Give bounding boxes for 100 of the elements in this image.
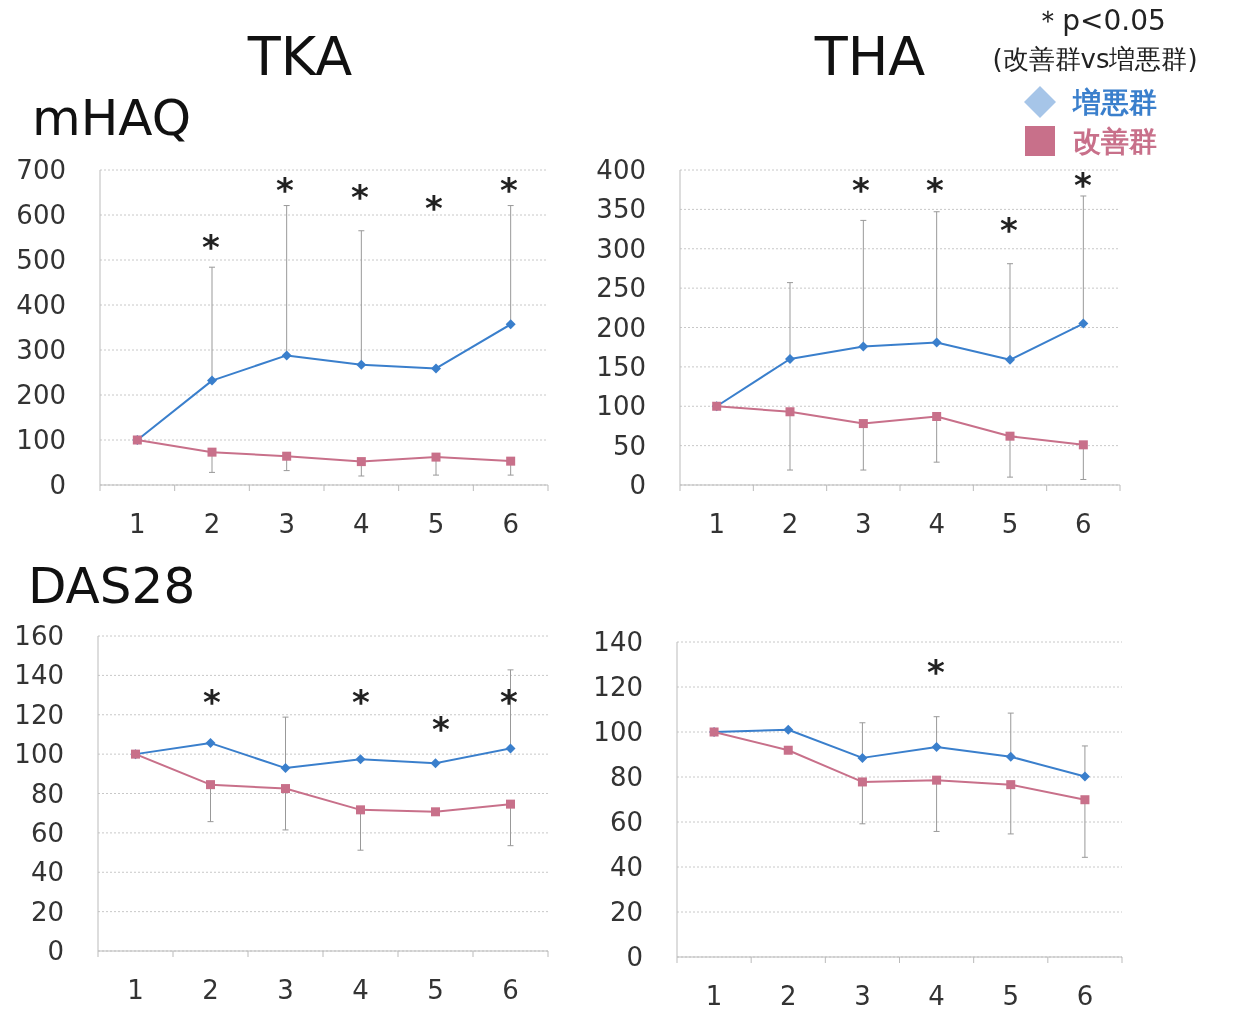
- x-tick-label: 6: [502, 975, 519, 1005]
- y-tick-label: 140: [14, 660, 64, 691]
- x-tick-label: 6: [1075, 509, 1092, 539]
- x-tick-label: 6: [1076, 981, 1094, 1009]
- x-tick-label: 4: [928, 981, 945, 1009]
- point: [206, 780, 215, 790]
- point: [858, 419, 868, 429]
- point: [785, 407, 795, 417]
- point: [931, 337, 942, 348]
- y-tick-label: 200: [596, 312, 646, 343]
- x-tick-label: 3: [277, 975, 294, 1005]
- x-tick-label: 2: [202, 975, 219, 1005]
- point: [932, 775, 942, 785]
- y-tick-label: 0: [626, 942, 643, 972]
- x-tick-label: 2: [203, 509, 221, 539]
- y-tick-label: 100: [14, 739, 64, 770]
- annotation: *: [926, 170, 945, 210]
- point: [857, 777, 867, 787]
- annotation: *: [425, 188, 444, 228]
- y-tick-label: 0: [629, 470, 646, 500]
- x-tick-label: 1: [127, 975, 144, 1005]
- y-tick-label: 120: [14, 699, 64, 730]
- annotation: *: [1000, 210, 1019, 250]
- point: [1005, 751, 1016, 762]
- y-tick-label: 600: [16, 200, 66, 230]
- point: [431, 807, 440, 817]
- legend-label: 改善群: [1073, 125, 1157, 158]
- annotation: *: [500, 682, 519, 722]
- y-tick-label: 350: [596, 194, 646, 225]
- y-tick-label: 140: [593, 627, 643, 657]
- y-tick-label: 100: [16, 425, 66, 455]
- x-tick-label: 1: [708, 509, 725, 539]
- point: [431, 363, 441, 374]
- x-tick-label: 5: [427, 975, 444, 1005]
- point: [1079, 771, 1090, 782]
- x-tick-label: 5: [1002, 981, 1020, 1009]
- point: [505, 319, 516, 330]
- y-tick-label: 40: [30, 857, 64, 888]
- x-tick-label: 4: [352, 975, 369, 1005]
- y-tick-label: 500: [16, 245, 66, 275]
- point: [783, 724, 794, 735]
- point: [356, 457, 366, 467]
- y-tick-label: 80: [30, 778, 64, 809]
- point: [1005, 354, 1015, 365]
- y-tick-label: 60: [609, 807, 643, 837]
- annotation: *: [927, 652, 946, 692]
- y-tick-label: 120: [593, 672, 643, 702]
- text: ＊p<0.05: [1034, 4, 1166, 37]
- y-tick-label: 100: [596, 391, 646, 422]
- point: [356, 359, 367, 370]
- x-tick-label: 2: [779, 981, 797, 1009]
- point: [505, 743, 516, 754]
- x-tick-label: 5: [1001, 509, 1019, 539]
- text: (改善群vs増悪群): [992, 44, 1198, 74]
- annotation: *: [203, 682, 222, 722]
- point: [932, 411, 942, 421]
- point: [1078, 318, 1089, 329]
- point: [931, 742, 942, 753]
- x-tick-label: 2: [781, 509, 799, 539]
- point: [857, 752, 868, 763]
- annotation: *: [351, 177, 370, 217]
- point: [506, 799, 515, 809]
- annotation: *: [852, 170, 871, 210]
- point: [205, 738, 216, 749]
- x-tick-label: 3: [278, 509, 295, 539]
- point: [282, 451, 292, 461]
- y-tick-label: 0: [47, 936, 64, 966]
- annotation: *: [432, 709, 451, 749]
- y-tick-label: 40: [609, 852, 643, 882]
- x-tick-label: 4: [928, 509, 945, 539]
- y-tick-label: 200: [16, 380, 66, 410]
- x-tick-label: 5: [427, 509, 445, 539]
- point: [783, 745, 793, 755]
- y-tick-label: 300: [16, 335, 66, 365]
- point: [1080, 795, 1090, 805]
- point: [280, 763, 291, 774]
- y-tick-label: 250: [596, 273, 646, 304]
- point: [207, 375, 217, 386]
- point: [858, 341, 869, 352]
- point: [785, 354, 795, 364]
- annotation: *: [276, 170, 295, 210]
- point: [281, 784, 290, 794]
- y-tick-label: 100: [593, 717, 643, 747]
- y-axis-title: DAS28: [28, 557, 196, 615]
- y-tick-label: 150: [596, 351, 646, 382]
- point: [1005, 431, 1015, 441]
- point: [207, 447, 217, 457]
- y-tick-label: 400: [16, 290, 66, 320]
- y-tick-label: 20: [609, 897, 643, 927]
- point: [430, 758, 441, 769]
- point: [356, 805, 365, 815]
- x-tick-label: 3: [855, 509, 872, 539]
- point: [1078, 440, 1088, 450]
- x-tick-label: 1: [129, 509, 146, 539]
- y-tick-label: 700: [16, 155, 66, 185]
- y-tick-label: 50: [612, 430, 646, 461]
- y-tick-label: 300: [596, 233, 646, 264]
- x-tick-label: 6: [502, 509, 519, 539]
- annotation: *: [500, 170, 519, 210]
- y-axis-title: mHAQ: [32, 89, 191, 147]
